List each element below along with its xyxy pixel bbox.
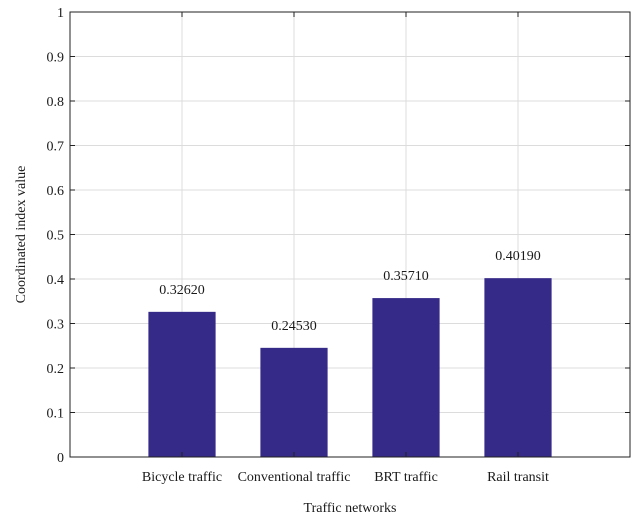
bar <box>260 347 328 457</box>
bar <box>148 311 216 457</box>
y-tick-label: 0.3 <box>47 318 65 333</box>
y-tick-label: 0.8 <box>47 95 65 110</box>
bar-layer <box>148 278 552 457</box>
y-tick-label: 0.2 <box>47 362 65 377</box>
bar <box>372 298 440 457</box>
y-tick-label: 0.5 <box>47 229 65 244</box>
y-tick-label: 0.1 <box>47 407 65 422</box>
y-axis-title: Coordinated index value <box>14 166 29 304</box>
data-label: 0.35710 <box>383 269 429 284</box>
y-tick-label: 0.9 <box>47 51 65 66</box>
x-tick-label: Rail transit <box>487 470 549 485</box>
x-tick-label: Conventional traffic <box>238 470 351 485</box>
x-tick-label: BRT traffic <box>374 470 438 485</box>
axis-layer <box>69 11 631 458</box>
bar <box>484 278 552 457</box>
data-label: 0.32620 <box>159 283 205 298</box>
y-tick-label: 0 <box>57 451 64 466</box>
label-layer: 0.32620 Bicycle traffic 0.24530 Conventiona… <box>47 6 550 485</box>
y-tick-label: 0.6 <box>47 184 65 199</box>
data-label: 0.24530 <box>271 319 317 334</box>
y-tick-label: 0.7 <box>47 140 65 155</box>
y-tick-label: 1 <box>57 6 64 21</box>
y-tick-label: 0.4 <box>47 273 65 288</box>
x-axis-title: Traffic networks <box>304 501 397 516</box>
x-tick-label: Bicycle traffic <box>142 470 222 485</box>
data-label: 0.40190 <box>495 249 541 264</box>
